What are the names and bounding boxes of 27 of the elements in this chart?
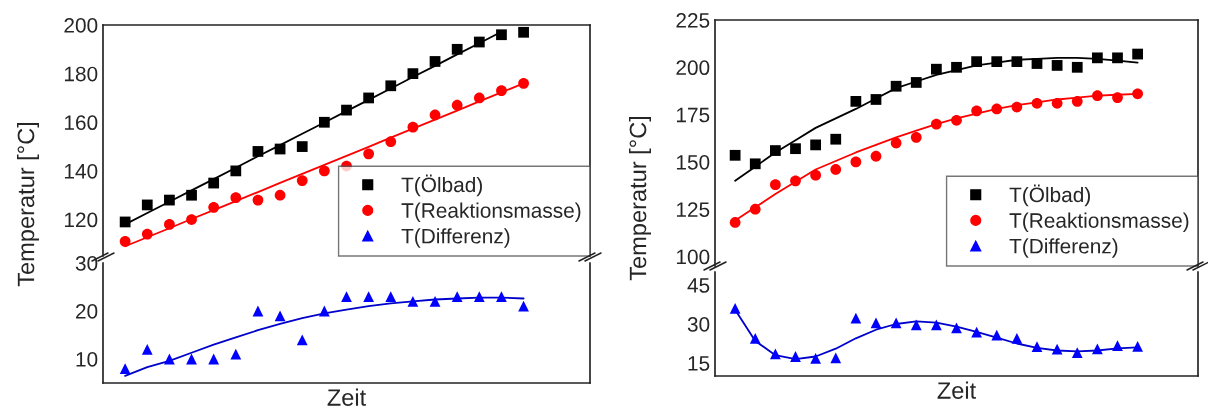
legend-label: T(Ölbad) — [1009, 184, 1090, 207]
legend-label: T(Reaktionsmasse) — [401, 202, 581, 222]
y-tick-label: 20 — [76, 304, 98, 319]
y-tick-label: 10 — [76, 352, 98, 367]
y-tick-label: 120 — [64, 212, 98, 228]
y-tick-label: 15 — [688, 356, 710, 371]
y-tick-label: 160 — [64, 115, 98, 131]
y-tick-label: 180 — [64, 66, 98, 82]
legend-label: T(Ölbad) — [401, 174, 482, 197]
y-tick-label: 200 — [64, 18, 98, 33]
legend-label: T(Reaktionsmasse) — [1009, 212, 1189, 232]
y-tick-label: 200 — [676, 60, 710, 76]
legend-label: T(Differenz) — [401, 228, 510, 248]
y-tick-label: 100 — [676, 249, 710, 265]
x-axis-title: Zeit — [327, 388, 367, 406]
y-axis-title: Temperatur [°C] — [17, 122, 39, 287]
x-axis-title: Zeit — [937, 381, 977, 399]
y-tick-label: 30 — [687, 317, 710, 332]
y-tick-label: 140 — [64, 163, 98, 179]
y-tick-label: 125 — [676, 202, 710, 217]
y-tick-label: 225 — [676, 13, 710, 28]
y-tick-label: 150 — [676, 154, 710, 170]
y-tick-label: 175 — [676, 107, 710, 123]
y-axis-title: Temperatur [°C] — [628, 116, 652, 281]
y-tick-label: 30 — [75, 256, 98, 271]
y-tick-label: 45 — [687, 278, 710, 293]
legend-label: T(Differenz) — [1009, 238, 1118, 258]
